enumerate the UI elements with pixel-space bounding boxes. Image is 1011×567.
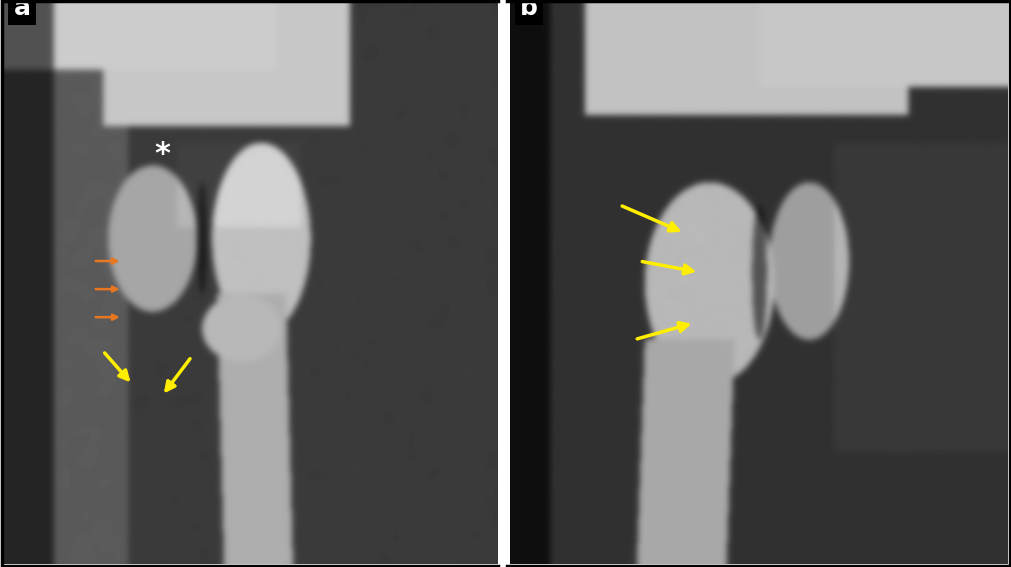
Text: a: a bbox=[14, 0, 31, 20]
Text: b: b bbox=[520, 0, 538, 20]
Text: *: * bbox=[154, 140, 170, 169]
